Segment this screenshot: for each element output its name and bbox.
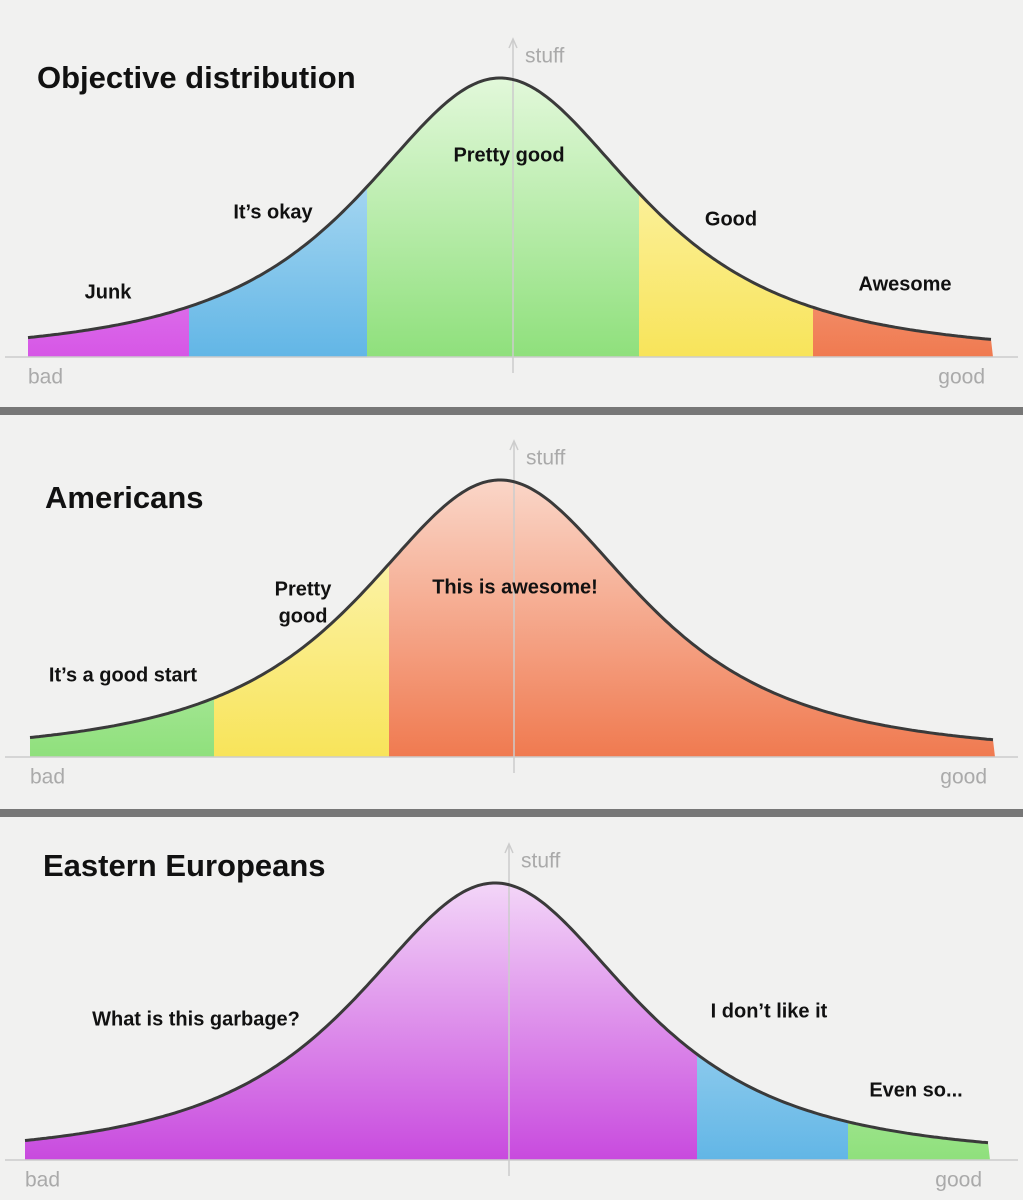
- y-axis-label: stuff: [521, 850, 560, 873]
- region-label: Junk: [85, 281, 133, 303]
- x-axis-right-label: good: [935, 1169, 982, 1192]
- x-axis-left-label: bad: [28, 366, 63, 389]
- panel-title: Americans: [45, 480, 204, 515]
- axis-arrow: [508, 37, 518, 49]
- x-axis-left-label: bad: [30, 766, 65, 789]
- y-axis-label: stuff: [526, 447, 565, 470]
- panel-title: Eastern Europeans: [43, 848, 326, 883]
- region-label: Awesome: [858, 273, 951, 295]
- region-label: Even so...: [869, 1079, 962, 1101]
- curve: [27, 76, 992, 341]
- region-label: Good: [705, 208, 757, 230]
- x-axis-right-label: good: [938, 366, 985, 389]
- region-label: Pretty: [275, 578, 333, 600]
- region-label: Pretty good: [453, 144, 564, 166]
- x-axis-left-label: bad: [25, 1169, 60, 1192]
- separator: [0, 407, 1023, 415]
- region-label: It’s okay: [233, 201, 313, 223]
- region-label: It’s a good start: [49, 664, 198, 686]
- separator: [0, 809, 1023, 817]
- x-axis-right-label: good: [940, 766, 987, 789]
- region-label: good: [279, 605, 328, 627]
- curve: [29, 478, 994, 742]
- region-label: This is awesome!: [432, 576, 598, 598]
- y-axis-label: stuff: [525, 45, 564, 68]
- axis-arrow: [504, 842, 514, 854]
- curve: [24, 881, 989, 1145]
- region-label: I don’t like it: [711, 1000, 828, 1022]
- region-label: What is this garbage?: [92, 1008, 300, 1030]
- axis-arrow: [509, 439, 519, 451]
- panel-title: Objective distribution: [37, 60, 356, 95]
